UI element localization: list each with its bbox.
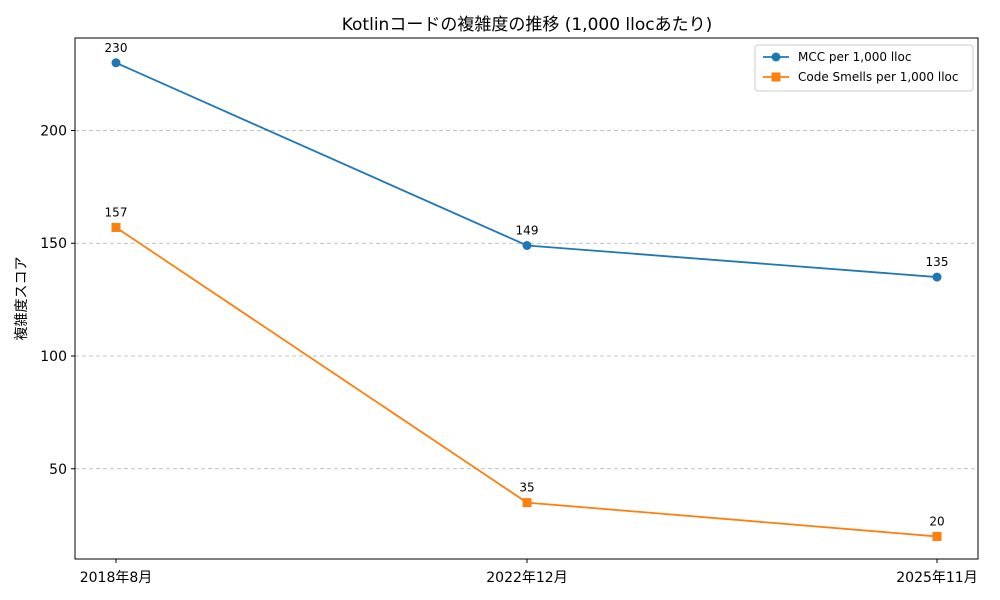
- legend-marker-1: [771, 72, 781, 82]
- y-tick-label-100: 100: [40, 349, 67, 365]
- data-point-s1-1: [522, 498, 532, 508]
- data-labels: 230 149 135 157 35 20: [105, 41, 949, 529]
- data-point-s0-2: [932, 272, 942, 282]
- data-label-s1-0: 157: [105, 205, 128, 219]
- data-point-s1-2: [932, 531, 942, 541]
- data-label-s1-2: 20: [929, 514, 944, 528]
- y-axis: 50 100 150 200: [40, 123, 75, 478]
- series-markers: [111, 58, 942, 541]
- data-point-s0-0: [111, 58, 121, 68]
- legend-box: [754, 44, 974, 92]
- data-point-s0-1: [522, 240, 532, 250]
- gridlines: [75, 130, 978, 470]
- x-tick-label-0: 2018年8月: [80, 570, 153, 586]
- y-tick-label-50: 50: [49, 462, 67, 478]
- data-label-s0-1: 149: [516, 223, 539, 237]
- data-label-s0-2: 135: [926, 255, 949, 269]
- series-lines: [115, 61, 938, 538]
- x-tick-label-1: 2022年12月: [486, 570, 567, 586]
- y-tick-label-150: 150: [40, 236, 67, 252]
- legend-label-1: Code Smells per 1,000 lloc: [798, 70, 958, 84]
- legend-label-0: MCC per 1,000 lloc: [798, 50, 911, 64]
- x-tick-label-2: 2025年11月: [896, 570, 977, 586]
- data-point-s1-0: [111, 222, 121, 232]
- data-label-s1-1: 35: [519, 481, 534, 495]
- legend: MCC per 1,000 lloc Code Smells per 1,000 …: [754, 44, 974, 92]
- y-tick-label-200: 200: [40, 123, 67, 139]
- x-axis: 2018年8月 2022年12月 2025年11月: [80, 559, 978, 586]
- legend-marker-0: [771, 52, 781, 62]
- chart-title: Kotlinコードの複雑度の推移 (1,000 llocあたり): [342, 15, 713, 35]
- y-axis-label: 複雑度スコア: [13, 257, 30, 341]
- data-label-s0-0: 230: [105, 41, 128, 55]
